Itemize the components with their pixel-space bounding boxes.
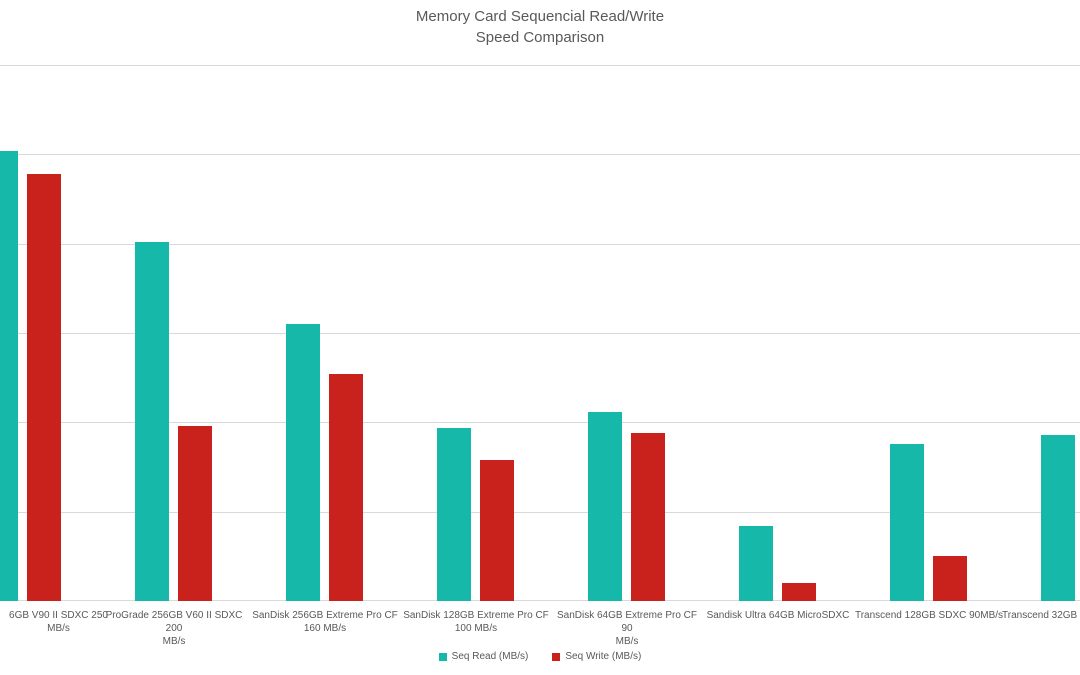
gridline-y-250 xyxy=(0,154,1080,156)
x-axis-label-3: SanDisk 256GB Extreme Pro CF 160 MB/s xyxy=(252,610,398,634)
bar-read-2 xyxy=(135,241,169,601)
write-series-swatch-icon xyxy=(552,652,561,661)
gridline-y-200 xyxy=(0,243,1080,245)
x-axis-label-7: Transcend 128GB SDXC 90MB/s xyxy=(854,610,1004,621)
legend-item-write: Seq Write (MB/s) xyxy=(552,651,641,662)
legend-write-label: Seq Write (MB/s) xyxy=(565,651,642,662)
x-axis-label-4: SanDisk 128GB Extreme Pro CF 100 MB/s xyxy=(403,610,549,634)
gridline-y-50 xyxy=(0,511,1080,513)
gridline-y-0 xyxy=(0,600,1080,601)
bar-write-3 xyxy=(329,374,363,601)
gridline-y-150 xyxy=(0,333,1080,334)
bar-write-2 xyxy=(178,425,212,601)
chart-title-line1: Memory Card Sequencial Read/Write xyxy=(415,8,665,25)
x-axis-labels: 6GB V90 II SDXC 250 MB/s ProGrade 256GB V… xyxy=(0,609,1080,647)
bar-read-6 xyxy=(739,525,773,601)
legend: Seq Read (MB/s) Seq Write (MB/s) xyxy=(0,651,1080,662)
bar-read-1 xyxy=(0,150,18,601)
bar-write-4 xyxy=(480,459,514,601)
x-axis-label-8: Transcend 32GB xyxy=(1002,610,1078,621)
chart-title-line2: Speed Comparison xyxy=(475,29,605,46)
bar-read-4 xyxy=(437,427,471,601)
gridline-y-300 xyxy=(0,65,1080,66)
bar-write-6 xyxy=(782,583,816,601)
bar-read-3 xyxy=(286,324,320,601)
bar-write-7 xyxy=(933,556,967,601)
bar-read-7 xyxy=(890,443,924,601)
chart-title: Memory Card Sequencial Read/Write Speed … xyxy=(0,6,1080,48)
legend-item-read: Seq Read (MB/s) xyxy=(438,651,529,662)
plot-area xyxy=(0,65,1080,601)
bar-write-1 xyxy=(27,174,61,601)
legend-read-label: Seq Read (MB/s) xyxy=(451,651,529,662)
bar-read-8 xyxy=(1041,434,1075,601)
x-axis-label-6: Sandisk Ultra 64GB MicroSDXC xyxy=(706,610,850,621)
bar-write-5 xyxy=(631,433,665,601)
x-axis-label-2: ProGrade 256GB V60 II SDXC 200 MB/s xyxy=(105,610,243,647)
gridline-y-100 xyxy=(0,422,1080,424)
read-series-swatch-icon xyxy=(438,652,447,661)
x-axis-label-1: 6GB V90 II SDXC 250 MB/s xyxy=(9,610,108,634)
bar-read-5 xyxy=(588,411,622,601)
x-axis-label-5: SanDisk 64GB Extreme Pro CF 90 MB/s xyxy=(556,610,698,647)
